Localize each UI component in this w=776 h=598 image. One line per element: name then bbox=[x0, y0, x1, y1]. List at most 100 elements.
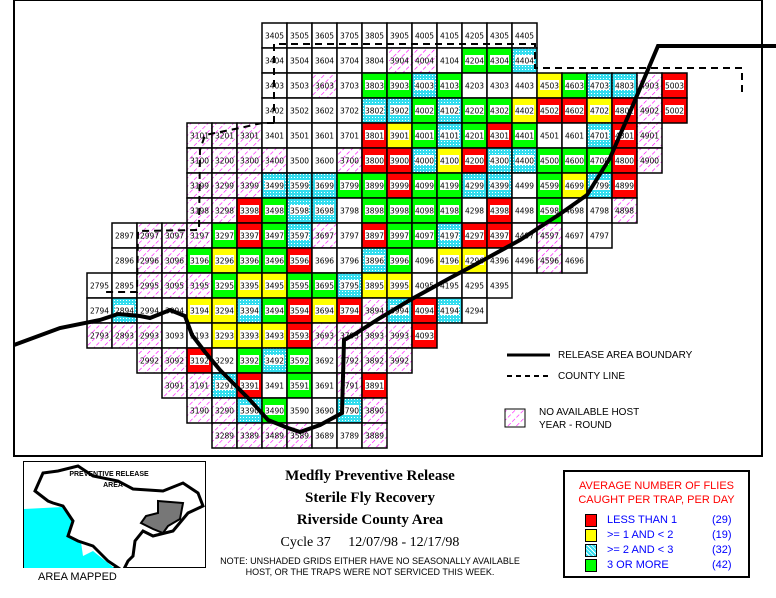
cell-label: 3998 bbox=[390, 207, 409, 216]
fly-count-legend: AVERAGE NUMBER OF FLIES CAUGHT PER TRAP,… bbox=[563, 470, 750, 578]
cell-label: 4197 bbox=[440, 232, 459, 241]
cell-label: 3603 bbox=[315, 82, 334, 91]
grid-cell-3704: 3704 bbox=[336, 47, 363, 74]
cell-label-bg bbox=[490, 155, 509, 165]
cell-label-bg bbox=[290, 305, 309, 315]
cell-label-bg bbox=[540, 205, 559, 215]
grid-cell-4196: 4196 bbox=[436, 247, 463, 274]
cell-label: 3291 bbox=[215, 382, 234, 391]
cell-label: 4305 bbox=[490, 32, 509, 41]
cell-label: 3294 bbox=[215, 307, 234, 316]
cell-label: 3701 bbox=[340, 132, 359, 141]
grid-cell-3096: 3096 bbox=[161, 247, 188, 274]
cell-fill bbox=[386, 347, 413, 374]
cell-label-bg bbox=[290, 255, 309, 265]
cell-label: 4302 bbox=[490, 107, 509, 116]
grid-cell-4501: 4501 bbox=[536, 122, 563, 149]
cell-label: 3492 bbox=[265, 357, 284, 366]
legend-item-label: 3 OR MORE bbox=[607, 559, 669, 571]
grid-cell-3502: 3502 bbox=[286, 97, 313, 124]
cell-label-bg bbox=[415, 105, 434, 115]
cell-label-bg bbox=[315, 180, 334, 190]
cell-label-bg bbox=[540, 80, 559, 90]
grid-cell-4202: 4202 bbox=[461, 97, 488, 124]
cell-label: 4001 bbox=[415, 132, 434, 141]
grid-cell-3802: 3802 bbox=[361, 97, 388, 124]
cell-label-bg bbox=[440, 130, 459, 140]
cell-label-bg bbox=[615, 155, 634, 165]
cell-label: 3394 bbox=[240, 307, 259, 316]
cell-label: 2895 bbox=[115, 282, 134, 291]
grid-cell-4400: 4400 bbox=[511, 147, 538, 174]
map-legend: RELEASE AREA BOUNDARY COUNTY LINE NO AVA… bbox=[504, 350, 693, 431]
grid-cell-3097: 3097 bbox=[161, 222, 188, 249]
grid-cell-3692: 3692 bbox=[311, 347, 338, 374]
cell-label: 3390 bbox=[240, 407, 259, 416]
cell-label: 4698 bbox=[565, 207, 584, 216]
grid-cell-3700: 3700 bbox=[336, 147, 363, 174]
cell-label: 3498 bbox=[265, 207, 284, 216]
cell-label: 3689 bbox=[315, 432, 334, 441]
grid-cell-3401: 3401 bbox=[261, 122, 288, 149]
cell-fill bbox=[361, 422, 388, 449]
cell-label-bg bbox=[540, 105, 559, 115]
cell-fill bbox=[536, 247, 563, 274]
grid-cell-3904: 3904 bbox=[386, 47, 413, 74]
grid-cell-3095: 3095 bbox=[161, 272, 188, 299]
cell-label-bg bbox=[490, 205, 509, 215]
grid-cell-3899: 3899 bbox=[361, 172, 388, 199]
grid-cell-2897: 2897 bbox=[111, 222, 138, 249]
grid-cell-3696: 3696 bbox=[311, 247, 338, 274]
cell-label: 3389 bbox=[240, 432, 259, 441]
cell-label: 4000 bbox=[415, 157, 434, 166]
cell-label: 4800 bbox=[615, 157, 634, 166]
cell-fill bbox=[161, 347, 188, 374]
cell-label: 4798 bbox=[590, 207, 609, 216]
cell-label-bg bbox=[340, 305, 359, 315]
grid-cell-4797: 4797 bbox=[586, 222, 613, 249]
cell-fill bbox=[336, 72, 363, 99]
cell-label-bg bbox=[415, 130, 434, 140]
grid-cell-3903: 3903 bbox=[386, 72, 413, 99]
cell-label: 4304 bbox=[490, 57, 509, 66]
cell-label: 4297 bbox=[465, 232, 484, 241]
cell-label-bg bbox=[615, 130, 634, 140]
cell-label-bg bbox=[590, 130, 609, 140]
grid-cell-3491: 3491 bbox=[261, 372, 288, 399]
cell-label: 4400 bbox=[515, 157, 534, 166]
grid-cell-3596: 3596 bbox=[286, 247, 313, 274]
grid-cell-3492: 3492 bbox=[261, 347, 288, 374]
grid-cell-4599: 4599 bbox=[536, 172, 563, 199]
grid-cell-3998: 3998 bbox=[386, 197, 413, 224]
grid-cell-3393: 3393 bbox=[236, 322, 263, 349]
cell-label: 3891 bbox=[365, 382, 384, 391]
cycle-dates: Cycle 37 12/07/98 - 12/17/98 bbox=[280, 535, 460, 550]
cell-label: 3898 bbox=[365, 207, 384, 216]
grid-cell-3396: 3396 bbox=[236, 247, 263, 274]
cell-label: 3901 bbox=[390, 132, 409, 141]
cell-label: 4396 bbox=[490, 257, 509, 266]
cell-label: 3889 bbox=[365, 432, 384, 441]
grid-cell-4098: 4098 bbox=[411, 197, 438, 224]
grid-cell-4201: 4201 bbox=[461, 122, 488, 149]
title-line-1: Medfly Preventive Release bbox=[285, 468, 455, 484]
cell-label-bg bbox=[365, 230, 384, 240]
grid-cell-3504: 3504 bbox=[286, 47, 313, 74]
grid-cell-3993: 3993 bbox=[386, 322, 413, 349]
grid-cell-4696: 4696 bbox=[561, 247, 588, 274]
cell-fill bbox=[361, 297, 388, 324]
cell-label: 4603 bbox=[565, 82, 584, 91]
cell-label: 4601 bbox=[565, 132, 584, 141]
grid-cell-3389: 3389 bbox=[236, 422, 263, 449]
grid-cell-4304: 4304 bbox=[486, 47, 513, 74]
cell-label: 3196 bbox=[190, 257, 209, 266]
cell-label: 3993 bbox=[390, 332, 409, 341]
inset-label: PREVENTIVE RELEASE bbox=[69, 471, 149, 478]
cell-label-bg bbox=[515, 105, 534, 115]
cell-label-bg bbox=[415, 80, 434, 90]
cell-label: 3405 bbox=[265, 32, 284, 41]
grid-cell-2997: 2997 bbox=[136, 222, 163, 249]
grid-cell-3297: 3297 bbox=[211, 222, 238, 249]
cell-label: 3300 bbox=[240, 157, 259, 166]
grid-cell-4004: 4004 bbox=[411, 47, 438, 74]
